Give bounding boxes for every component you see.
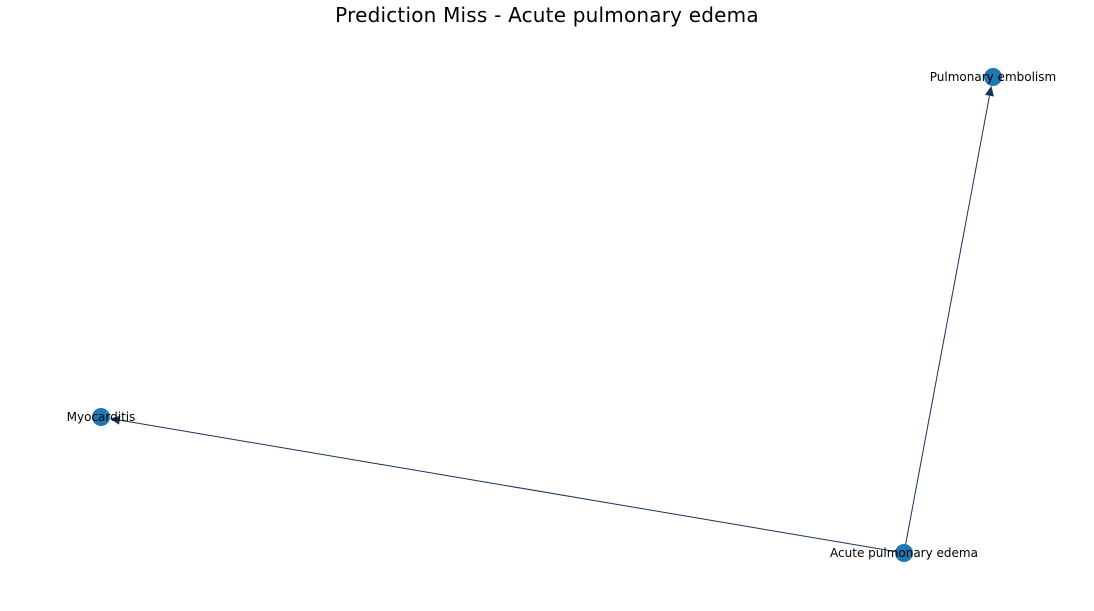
edges-layer bbox=[109, 85, 994, 554]
node-label-myo: Myocarditis bbox=[67, 410, 136, 424]
node-myo[interactable] bbox=[92, 408, 110, 426]
edge-apo-myo bbox=[119, 419, 905, 554]
nodes-layer bbox=[92, 68, 1002, 562]
node-pe[interactable] bbox=[984, 68, 1002, 86]
arrowhead-apo-myo bbox=[109, 415, 121, 425]
node-label-pe: Pulmonary embolism bbox=[930, 70, 1056, 84]
graph-title: Prediction Miss - Acute pulmonary edema bbox=[335, 3, 759, 27]
labels-layer: Acute pulmonary edema Pulmonary embolism M… bbox=[67, 70, 1057, 560]
node-label-apo: Acute pulmonary edema bbox=[830, 546, 978, 560]
arrowhead-apo-pe bbox=[985, 85, 994, 97]
node-apo[interactable] bbox=[895, 544, 913, 562]
edge-apo-pe bbox=[903, 95, 990, 554]
